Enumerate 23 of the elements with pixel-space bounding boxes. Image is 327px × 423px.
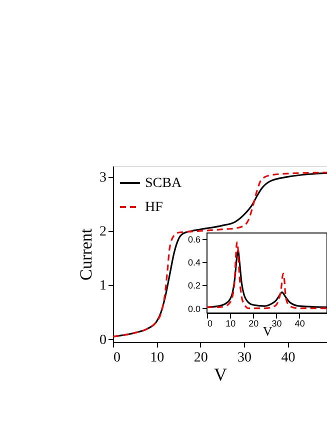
x-tick-label: 40 <box>294 318 305 328</box>
y-tick-label: 0.2 <box>188 280 200 291</box>
x-tick-label: 40 <box>281 350 296 366</box>
y-axis-title: Current <box>76 228 96 280</box>
legend-label: SCBA <box>145 176 182 191</box>
x-tick-label: 30 <box>272 318 282 328</box>
y-tick-label: 2 <box>100 224 106 240</box>
x-tick-label: 0 <box>114 350 120 366</box>
x-axis-title: V <box>262 324 273 338</box>
x-axis-title: V <box>214 364 227 384</box>
y-tick-label: 0.4 <box>188 257 200 268</box>
y-tick-label: 1 <box>100 278 106 294</box>
y-tick-label: 0.0 <box>188 304 200 314</box>
y-tick-label: 0 <box>100 332 106 348</box>
legend-label: HF <box>145 200 164 215</box>
x-tick-label: 10 <box>226 318 236 328</box>
x-tick-label: 0 <box>208 318 213 328</box>
y-tick-label: 3 <box>100 170 106 186</box>
x-tick-label: 30 <box>238 350 252 366</box>
x-tick-label: 20 <box>194 350 208 366</box>
x-tick-label: 20 <box>248 318 259 328</box>
x-tick-label: 10 <box>150 350 164 366</box>
y-tick-label: 0.6 <box>188 234 200 244</box>
